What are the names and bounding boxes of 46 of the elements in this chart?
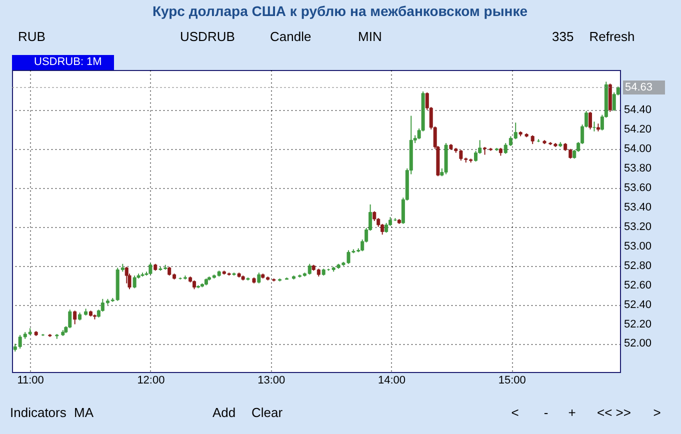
candlestick [588, 111, 592, 130]
candlestick [148, 262, 152, 276]
candlestick [384, 222, 388, 234]
candlestick [474, 150, 478, 162]
text: < [511, 405, 519, 420]
text: USDRUB [180, 29, 235, 44]
text: USDRUB: 1M [34, 56, 102, 68]
x-tick-label: 13:00 [258, 374, 286, 386]
text: 335 [552, 29, 574, 44]
x-tick-label: 11:00 [17, 374, 44, 386]
x-tick-label: 14:00 [378, 374, 406, 386]
y-tick-label: 53.40 [624, 201, 652, 214]
candlestick [73, 310, 77, 325]
y-tick-label: 52.40 [624, 298, 652, 311]
text: Indicators [10, 405, 67, 420]
y-tick-label: 52.60 [624, 279, 652, 292]
candlestick [68, 309, 72, 329]
text: << >> [597, 405, 631, 420]
y-tick-label: 53.60 [624, 182, 652, 194]
text: Add [212, 405, 236, 420]
ref-line-label: 54.63 [625, 82, 653, 94]
text: + [568, 405, 576, 420]
text: > [653, 405, 661, 420]
text: MA [74, 405, 94, 420]
y-tick-label: 54.20 [624, 123, 652, 136]
y-tick-label: 53.00 [624, 240, 652, 252]
text: RUB [18, 29, 46, 44]
text: MIN [358, 29, 382, 44]
y-tick-label: 52.00 [624, 338, 652, 350]
y-tick-label: 52.80 [624, 260, 652, 272]
candlestick [257, 272, 261, 284]
x-tick-label: 15:00 [498, 374, 526, 386]
chart-title: Курс доллара США к рублю на межбанковском рынке [152, 3, 528, 19]
text: - [544, 405, 548, 420]
y-tick-label: 53.80 [624, 162, 652, 174]
y-tick-label: 54.40 [624, 104, 652, 116]
candlestick [372, 210, 376, 222]
candlestick [592, 121, 596, 132]
y-tick-label: 52.20 [624, 318, 652, 330]
x-tick-label: 12:00 [137, 374, 165, 386]
text: Candle [270, 29, 312, 44]
y-tick-label: 54.00 [624, 142, 652, 155]
candlestick [132, 275, 136, 289]
y-tick-label: 53.20 [624, 220, 652, 233]
text: Clear [251, 405, 284, 420]
text: Refresh [589, 29, 635, 44]
